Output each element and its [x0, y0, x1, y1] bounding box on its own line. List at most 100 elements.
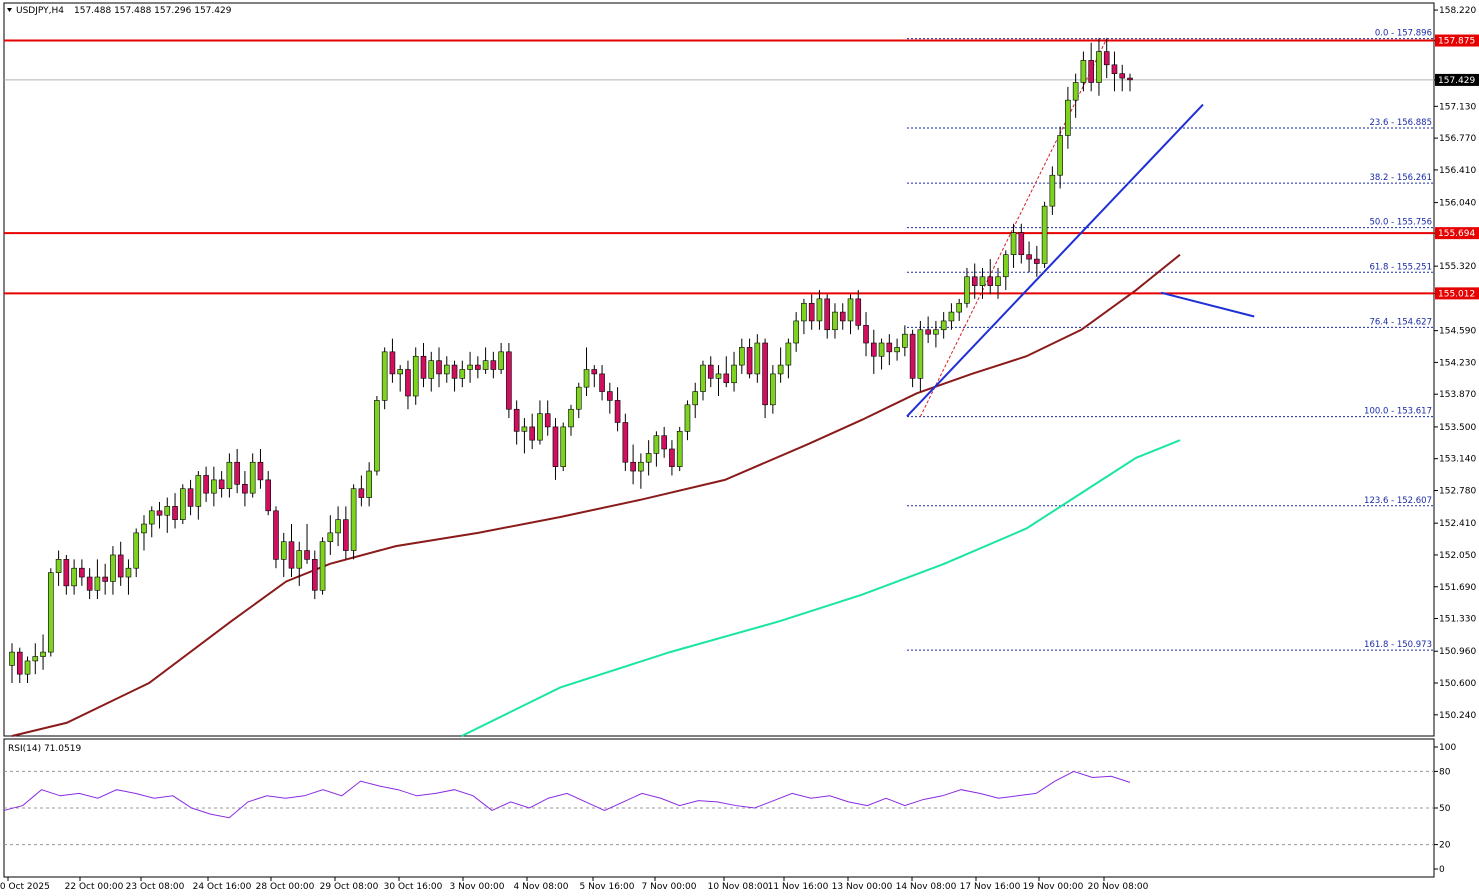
candle-body	[956, 302, 962, 313]
time-tick-label: 30 Oct 16:00	[384, 882, 443, 892]
candle-body	[886, 342, 893, 353]
candle-body	[692, 391, 699, 406]
candle-body	[638, 461, 644, 472]
candle-body	[599, 373, 605, 392]
candle-body	[995, 276, 1001, 286]
time-tick-label: 20 Nov 08:00	[1088, 882, 1149, 892]
candle-body	[335, 519, 341, 534]
time-tick-label: 14 Nov 08:00	[896, 882, 957, 892]
candle-body	[412, 355, 419, 397]
candle-body	[234, 461, 240, 485]
candle-body	[133, 532, 140, 569]
candle-body	[125, 567, 132, 578]
candle-body	[71, 567, 77, 587]
candle-body	[86, 576, 93, 591]
rsi-indicator: 100 80 50 20 0	[3, 743, 1456, 875]
candle-body	[420, 355, 427, 379]
fib-level-label: 100.0 - 153.617	[1364, 407, 1432, 417]
candle-body	[808, 302, 815, 322]
price-tick-label: 153.500	[1439, 423, 1476, 433]
candle-body	[979, 276, 986, 286]
candle-body	[226, 461, 233, 490]
candle-body	[141, 523, 147, 534]
time-tick-label: 24 Oct 16:00	[193, 882, 252, 892]
candle-body	[971, 276, 978, 286]
price-tick-label: 152.780	[1439, 486, 1476, 496]
fib-level-label: 123.6 - 152.607	[1364, 496, 1432, 506]
moving-averages	[11, 253, 1181, 737]
candle-body	[739, 347, 745, 366]
time-tick-label: 19 Nov 00:00	[1023, 882, 1084, 892]
candle-body	[273, 510, 279, 560]
candle-body	[521, 426, 528, 432]
candle-body	[537, 413, 543, 441]
fib-level-label: 161.8 - 150.973	[1364, 640, 1432, 650]
candle-body	[909, 333, 916, 379]
moving-average-line	[461, 439, 1181, 737]
candle-body	[24, 660, 31, 675]
time-tick-label: 5 Nov 16:00	[580, 882, 635, 892]
candle-body	[1026, 254, 1032, 260]
time-tick-label: 28 Oct 00:00	[256, 882, 315, 892]
candle-body	[700, 364, 706, 392]
price-tick-label: 150.600	[1439, 679, 1476, 689]
time-tick-label: 3 Nov 00:00	[450, 882, 505, 892]
candle-body	[1049, 174, 1056, 207]
candle-body	[630, 461, 636, 472]
candle-body	[669, 448, 675, 467]
candle-body	[319, 541, 326, 591]
candle-body	[48, 572, 54, 653]
time-tick-label: 23 Oct 08:00	[126, 882, 185, 892]
price-tick-label: 154.590	[1439, 327, 1476, 337]
current-price-tag-label: 157.429	[1438, 76, 1475, 86]
time-tick-label: 20 Oct 2025	[0, 882, 50, 892]
fib-level-label: 76.4 - 154.627	[1369, 317, 1432, 327]
fib-level-label: 50.0 - 155.756	[1369, 218, 1432, 228]
candle-body	[1002, 254, 1009, 278]
horizontal-levels	[4, 39, 1434, 295]
candle-body	[288, 541, 295, 569]
candle-body	[1018, 232, 1025, 255]
price-tick-label: 155.320	[1439, 262, 1476, 272]
candle-body	[731, 364, 737, 384]
price-tag-label: 157.875	[1438, 37, 1475, 47]
candle-body	[164, 506, 171, 516]
candle-body	[839, 311, 846, 322]
price-tags: 157.875 155.694 155.012 157.429	[1435, 34, 1479, 300]
candle-body	[296, 550, 303, 569]
candle-body	[777, 364, 784, 375]
candle-body	[1127, 77, 1133, 81]
candle-body	[1111, 64, 1118, 74]
candle-body	[964, 276, 970, 304]
candle-body	[110, 554, 116, 582]
candle-body	[894, 347, 900, 353]
rsi-tick-label: 100	[1439, 743, 1456, 753]
candle-body	[552, 426, 559, 467]
candle-body	[607, 391, 613, 401]
candle-body	[902, 333, 908, 348]
price-tick-label: 151.690	[1439, 583, 1476, 593]
candle-body	[265, 479, 272, 512]
candle-body	[405, 369, 411, 397]
candle-body	[443, 364, 450, 375]
time-tick-label: 4 Nov 08:00	[514, 882, 569, 892]
candle-body	[350, 488, 357, 551]
candle-body	[715, 373, 722, 379]
candle-body	[304, 550, 310, 560]
candle-body	[1057, 135, 1063, 176]
price-tick-label: 156.770	[1439, 134, 1476, 144]
candle-body	[436, 360, 442, 375]
candle-body	[863, 325, 869, 344]
price-axis: 158.220 157.875 157.429 157.130 156.770 156.4…	[1434, 6, 1476, 721]
candle-body	[785, 342, 792, 366]
candle-body	[94, 576, 101, 591]
candle-body	[506, 351, 512, 410]
candle-body	[1088, 60, 1094, 83]
candle-body	[707, 364, 714, 379]
symbol-dropdown-icon[interactable]	[7, 8, 12, 12]
candle-body	[218, 479, 225, 490]
price-tag-box	[1435, 287, 1479, 300]
candle-body	[754, 342, 761, 375]
candle-body	[824, 298, 831, 331]
